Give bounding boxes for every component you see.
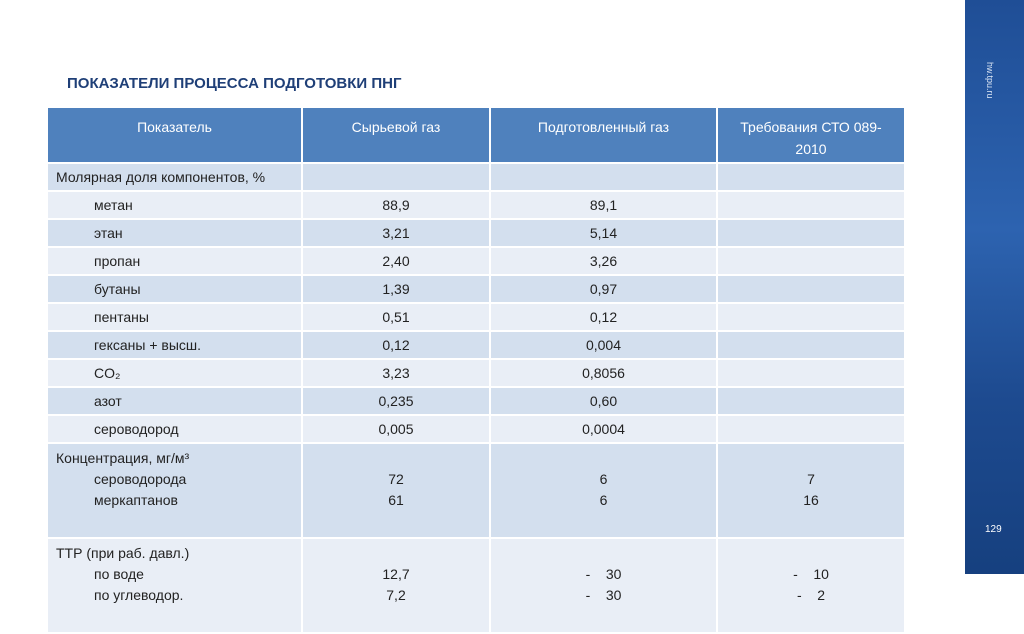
row: Молярная доля компонентов, % xyxy=(46,162,906,192)
cell-line: 16 xyxy=(803,492,819,508)
cell-line: по углеводор. xyxy=(94,587,184,603)
cell xyxy=(716,190,906,220)
cell: этан xyxy=(46,218,303,248)
header-cell: Подготовленный газ xyxy=(489,106,718,164)
cell-line: 61 xyxy=(388,492,404,508)
cell-line: - 30 xyxy=(585,587,622,603)
cell: Концентрация, мг/м³ сероводорода меркаптан… xyxy=(46,442,303,539)
cell-line: - 10 xyxy=(793,566,829,582)
cell xyxy=(716,358,906,388)
row: ТТР (при раб. давл.) по воде по углеводор.… xyxy=(46,537,906,634)
cell: CO₂ xyxy=(46,358,303,388)
cell: 1,39 xyxy=(301,274,491,304)
cell: 0,8056 xyxy=(489,358,718,388)
cell-line: ТТР (при раб. давл.) xyxy=(56,545,190,561)
cell xyxy=(716,386,906,416)
cell: Молярная доля компонентов, % xyxy=(46,162,303,192)
cell xyxy=(716,162,906,192)
row: гексаны + высш. 0,12 0,004 xyxy=(46,330,906,360)
cell-line: 7,2 xyxy=(386,587,406,603)
cell: гексаны + высш. xyxy=(46,330,303,360)
cell: 88,9 xyxy=(301,190,491,220)
cell xyxy=(716,246,906,276)
cell-line: Концентрация, мг/м³ xyxy=(56,450,190,466)
cell xyxy=(489,162,718,192)
cell: пентаны xyxy=(46,302,303,332)
cell: 72 61 xyxy=(301,442,491,539)
header-row: Показатель Сырьевой газ Подготовленный г… xyxy=(46,106,906,164)
cell: 12,7 7,2 xyxy=(301,537,491,634)
cell: 0,0004 xyxy=(489,414,718,444)
cell: метан xyxy=(46,190,303,220)
cell: 3,26 xyxy=(489,246,718,276)
row: этан 3,21 5,14 xyxy=(46,218,906,248)
cell: 0,97 xyxy=(489,274,718,304)
row: метан 88,9 89,1 xyxy=(46,190,906,220)
cell: азот xyxy=(46,386,303,416)
cell: 0,12 xyxy=(489,302,718,332)
cell: 0,005 xyxy=(301,414,491,444)
cell-line: 7 xyxy=(807,471,815,487)
cell: ТТР (при раб. давл.) по воде по углеводор. xyxy=(46,537,303,634)
cell xyxy=(716,414,906,444)
cell: бутаны xyxy=(46,274,303,304)
cell: - 30 - 30 xyxy=(489,537,718,634)
cell xyxy=(716,330,906,360)
cell: сероводород xyxy=(46,414,303,444)
header-cell: Показатель xyxy=(46,106,303,164)
cell: 2,40 xyxy=(301,246,491,276)
row: бутаны 1,39 0,97 xyxy=(46,274,906,304)
cell: 7 16 xyxy=(716,442,906,539)
cell: 0,60 xyxy=(489,386,718,416)
cell: 0,004 xyxy=(489,330,718,360)
cell-line: 12,7 xyxy=(382,566,410,582)
page-number: 129 xyxy=(985,524,1002,535)
row: сероводород 0,005 0,0004 xyxy=(46,414,906,444)
cell: 5,14 xyxy=(489,218,718,248)
cell xyxy=(716,274,906,304)
cell: 0,235 xyxy=(301,386,491,416)
cell xyxy=(716,218,906,248)
side-text: hw.tpu.ru xyxy=(985,62,995,99)
slide: hw.tpu.ru 129 ПОКАЗАТЕЛИ ПРОЦЕССА ПОДГОТ… xyxy=(46,0,1024,634)
cell-line: сероводорода xyxy=(94,471,187,487)
cell: 0,51 xyxy=(301,302,491,332)
header-cell: Требования СТО 089-2010 xyxy=(716,106,906,164)
cell: 0,12 xyxy=(301,330,491,360)
cell-line: 6 xyxy=(599,471,608,487)
row: пентаны 0,51 0,12 xyxy=(46,302,906,332)
cell-line: - 30 xyxy=(585,566,622,582)
cell-line: 72 xyxy=(388,471,404,487)
side-panel xyxy=(965,0,1024,574)
cell: пропан xyxy=(46,246,303,276)
cell xyxy=(301,162,491,192)
cell-line: 6 xyxy=(599,492,608,508)
cell-line: по воде xyxy=(94,566,144,582)
data-table: Показатель Сырьевой газ Подготовленный г… xyxy=(46,106,906,634)
cell: 3,23 xyxy=(301,358,491,388)
page: {"title": "ПОКАЗАТЕЛИ ПРОЦЕССА ПОДГОТОВК… xyxy=(46,0,1024,634)
cell: 3,21 xyxy=(301,218,491,248)
row: CO₂ 3,23 0,8056 xyxy=(46,358,906,388)
row: азот 0,235 0,60 xyxy=(46,386,906,416)
cell-line: меркаптанов xyxy=(94,492,178,508)
cell xyxy=(716,302,906,332)
cell-line: - 2 xyxy=(796,587,825,603)
cell: 89,1 xyxy=(489,190,718,220)
row: пропан 2,40 3,26 xyxy=(46,246,906,276)
cell: - 10 - 2 xyxy=(716,537,906,634)
header-cell: Сырьевой газ xyxy=(301,106,491,164)
row: Концентрация, мг/м³ сероводорода меркаптан… xyxy=(46,442,906,539)
slide-title: ПОКАЗАТЕЛИ ПРОЦЕССА ПОДГОТОВКИ ПНГ xyxy=(67,75,402,92)
